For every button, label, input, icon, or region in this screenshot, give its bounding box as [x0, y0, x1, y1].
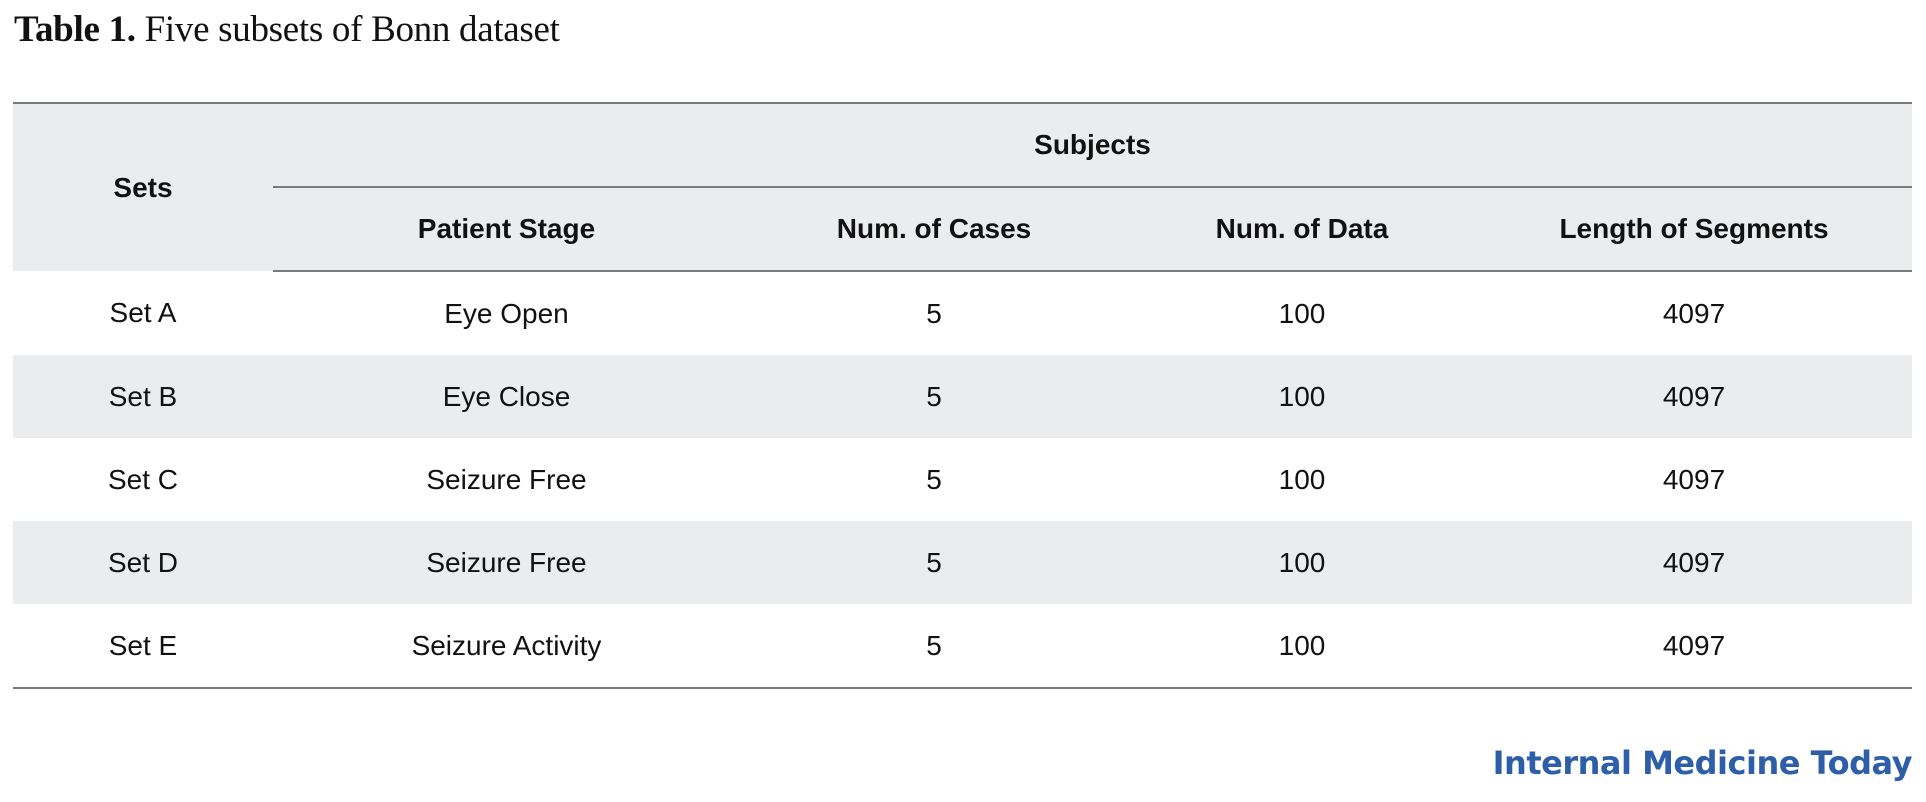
cell-length-segments: 4097 [1476, 355, 1913, 438]
header-patient-stage: Patient Stage [273, 187, 740, 272]
cell-patient-stage: Eye Open [444, 297, 569, 329]
cell-num-cases: 5 [926, 463, 942, 495]
cell-set: Set D [13, 521, 273, 604]
header-num-cases: Num. of Cases [740, 187, 1128, 272]
table-row: Set D Seizure Free 5 100 4097 [13, 521, 1913, 604]
table-row: Set B Eye Close 5 100 4097 [13, 355, 1913, 438]
cell-num-cases: 5 [740, 521, 1128, 604]
bonn-subsets-table: Sets Subjects Patient Stage Num. of Case… [13, 102, 1913, 689]
header-row-columns: Patient Stage Num. of Cases Num. of Data… [13, 187, 1913, 272]
table-caption-label: Table 1. [14, 9, 136, 50]
cell-num-data: 100 [1278, 629, 1326, 661]
table-row: Set E Seizure Activity 5 100 4097 [13, 604, 1912, 688]
cell-num-data: 100 [1128, 355, 1476, 438]
header-sets: Sets [13, 103, 273, 271]
cell-length-segments: 4097 [1662, 463, 1726, 495]
header-subjects: Subjects [273, 103, 1913, 188]
header-num-data: Num. of Data [1128, 187, 1476, 272]
cell-num-data: 100 [1128, 521, 1476, 604]
table-caption-text: Five subsets of Bonn dataset [144, 9, 560, 50]
cell-patient-stage: Seizure Free [426, 463, 587, 495]
cell-length-segments: 4097 [1662, 629, 1726, 661]
cell-num-cases: 5 [926, 629, 942, 661]
cell-set: Set C [107, 463, 179, 495]
header-length-segments: Length of Segments [1476, 187, 1913, 272]
header-row-group: Sets Subjects [13, 103, 1913, 271]
cell-patient-stage: Seizure Free [273, 521, 740, 604]
cell-set: Set A [109, 297, 177, 328]
cell-num-data: 100 [1278, 297, 1326, 329]
table-caption: Table 1. Five subsets of Bonn dataset [14, 8, 560, 51]
cell-num-cases: 5 [740, 355, 1128, 438]
cell-patient-stage: Eye Close [273, 355, 740, 438]
cell-num-cases: 5 [926, 297, 942, 329]
table-row: Set C Seizure Free 5 100 4097 [13, 438, 1912, 521]
cell-set: Set B [13, 355, 273, 438]
table-row: Set A Eye Open 5 100 4097 [13, 271, 1912, 355]
cell-num-data: 100 [1278, 463, 1326, 495]
cell-patient-stage: Seizure Activity [411, 629, 602, 661]
cell-set: Set E [108, 629, 178, 661]
cell-length-segments: 4097 [1662, 297, 1726, 329]
cell-length-segments: 4097 [1476, 521, 1913, 604]
journal-brand-logo: Internal Medicine Today [1492, 744, 1913, 782]
